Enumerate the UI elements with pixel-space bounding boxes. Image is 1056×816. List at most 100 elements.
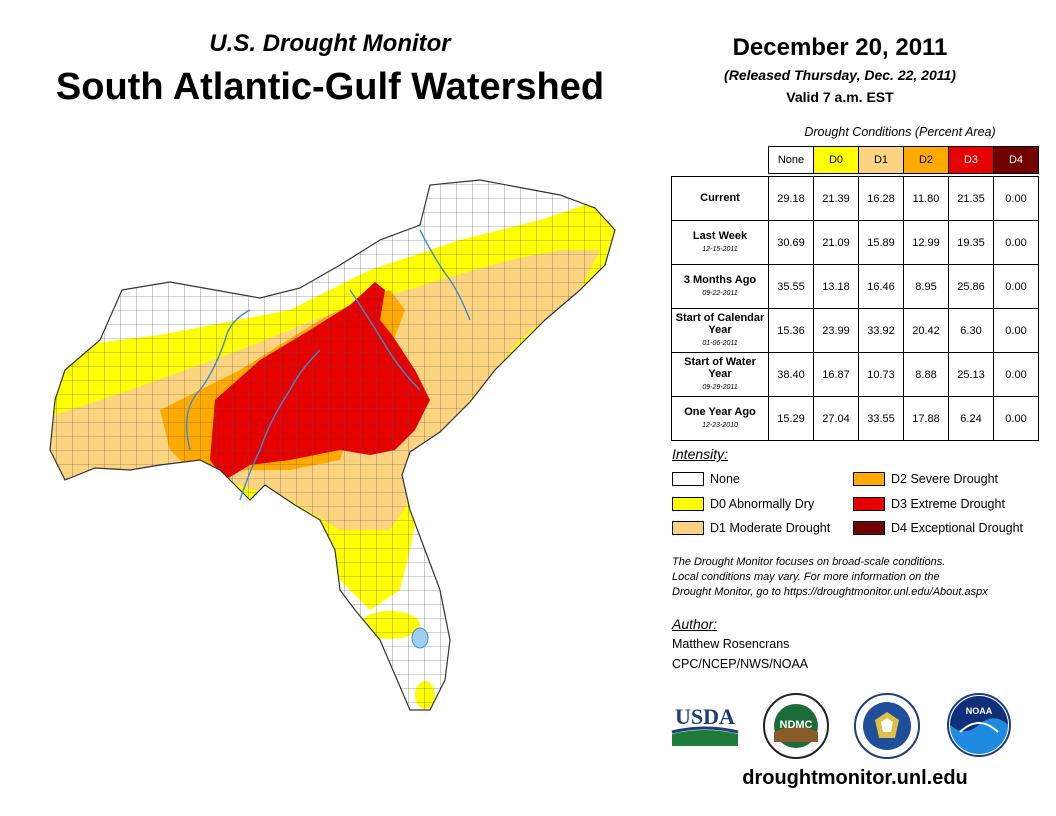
legend-label: D1 Moderate Drought — [710, 521, 831, 535]
table-corner — [672, 147, 769, 174]
table-cell: 0.00 — [993, 264, 1039, 309]
table-cell: 21.35 — [948, 176, 994, 221]
author-org: CPC/NCEP/NWS/NOAA — [672, 657, 809, 671]
release-date: (Released Thursday, Dec. 22, 2011) — [724, 67, 956, 83]
column-header: D3 — [948, 146, 994, 174]
table-row: Start of Calendar Year 01-06-2011 15.36 2… — [671, 308, 1039, 353]
disclaimer-line: Drought Monitor, go to https://droughtmo… — [672, 586, 988, 598]
river — [419, 229, 471, 321]
table-cell: 25.86 — [948, 264, 994, 309]
column-header: None — [768, 146, 814, 174]
table-cell: 21.39 — [813, 176, 859, 221]
column-header: D0 — [813, 146, 859, 174]
map-date: December 20, 2011 — [732, 34, 948, 61]
row-label: Start of Calendar Year 01-06-2011 — [671, 308, 769, 353]
row-label: One Year Ago 12-23-2010 — [671, 396, 769, 441]
table-cell: 29.18 — [768, 176, 814, 221]
website-link[interactable]: droughtmonitor.unl.edu — [742, 767, 968, 789]
table-caption: Drought Conditions (Percent Area) — [804, 125, 996, 139]
county-boundaries — [50, 180, 615, 710]
table-cell: 15.29 — [768, 396, 814, 441]
table-cell: 0.00 — [993, 220, 1039, 265]
table-cell: 33.55 — [858, 396, 904, 441]
table-cell: 16.46 — [858, 264, 904, 309]
table-cell: 0.00 — [993, 308, 1039, 353]
author-name: Matthew Rosencrans — [672, 637, 790, 651]
noaa-logo: NOAA — [947, 693, 1011, 757]
legend-swatch — [672, 497, 704, 511]
column-header: D1 — [858, 146, 904, 174]
legend-heading: Intensity: — [672, 446, 729, 462]
table-cell: 0.00 — [993, 352, 1039, 397]
svg-text:USDA: USDA — [675, 704, 735, 729]
river — [239, 349, 321, 501]
legend-item-d2: D2 Severe Drought — [853, 472, 998, 486]
svg-text:NOAA: NOAA — [966, 706, 993, 716]
legend-label: D3 Extreme Drought — [891, 497, 1005, 511]
legend-label: D2 Severe Drought — [891, 472, 999, 486]
table-cell: 16.87 — [813, 352, 859, 397]
legend-item-d3: D3 Extreme Drought — [853, 497, 1005, 511]
legend-item-none: None — [672, 472, 740, 486]
ndmc-logo: NDMC — [763, 693, 829, 759]
map-title: South Atlantic-Gulf Watershed — [55, 66, 605, 108]
table-cell: 0.00 — [993, 176, 1039, 221]
table-cell: 19.35 — [948, 220, 994, 265]
table-cell: 0.00 — [993, 396, 1039, 441]
table-cell: 20.42 — [903, 308, 949, 353]
lake-okeechobee — [411, 627, 429, 649]
legend-swatch — [672, 521, 704, 535]
table-cell: 13.18 — [813, 264, 859, 309]
row-label: 3 Months Ago 09-22-2011 — [671, 264, 769, 309]
legend-label: None — [710, 472, 740, 486]
legend-item-d1: D1 Moderate Drought — [672, 521, 830, 535]
table-cell: 21.09 — [813, 220, 859, 265]
table-cell: 8.95 — [903, 264, 949, 309]
river — [185, 309, 251, 451]
drought-map — [49, 179, 616, 711]
legend-label: D0 Abnormally Dry — [710, 497, 815, 511]
table-row: 3 Months Ago 09-22-2011 35.55 13.18 16.46… — [671, 264, 1039, 309]
valid-time: Valid 7 a.m. EST — [786, 89, 894, 105]
table-cell: 6.30 — [948, 308, 994, 353]
table-cell: 25.13 — [948, 352, 994, 397]
table-cell: 15.89 — [858, 220, 904, 265]
table-cell: 11.80 — [903, 176, 949, 221]
row-label: Current — [671, 176, 769, 221]
table-cell: 33.92 — [858, 308, 904, 353]
usda-logo: USDA — [671, 704, 739, 746]
table-row: Start of Water Year 09-29-2011 38.40 16.8… — [671, 352, 1039, 397]
legend-swatch — [853, 521, 885, 535]
table-cell: 35.55 — [768, 264, 814, 309]
legend-label: D4 Exceptional Drought — [891, 521, 1024, 535]
legend-item-d0: D0 Abnormally Dry — [672, 497, 814, 511]
table-cell: 17.88 — [903, 396, 949, 441]
legend-swatch — [853, 497, 885, 511]
table-cell: 12.99 — [903, 220, 949, 265]
disclaimer: The Drought Monitor focuses on broad-sca… — [672, 555, 1047, 600]
table-row: Last Week 12-15-2011 30.69 21.09 15.89 12… — [671, 220, 1039, 265]
disclaimer-line: The Drought Monitor focuses on broad-sca… — [672, 556, 946, 568]
column-header: D2 — [903, 146, 949, 174]
commerce-seal — [854, 693, 920, 759]
legend-swatch — [672, 472, 704, 486]
drought-conditions-table: None D0 D1 D2 D3 D4 Current 29.18 21.39 … — [671, 146, 1039, 441]
row-label: Start of Water Year 09-29-2011 — [671, 352, 769, 397]
table-row: One Year Ago 12-23-2010 15.29 27.04 33.55… — [671, 396, 1039, 441]
table-cell: 38.40 — [768, 352, 814, 397]
disclaimer-line: Local conditions may vary. For more info… — [672, 571, 940, 583]
table-cell: 23.99 — [813, 308, 859, 353]
legend-swatch — [853, 472, 885, 486]
map-subtitle: U.S. Drought Monitor — [209, 30, 451, 57]
table-cell: 30.69 — [768, 220, 814, 265]
author-heading: Author: — [672, 616, 718, 632]
svg-text:NDMC: NDMC — [780, 719, 813, 731]
legend-item-d4: D4 Exceptional Drought — [853, 521, 1023, 535]
column-header: D4 — [993, 146, 1039, 174]
table-cell: 10.73 — [858, 352, 904, 397]
table-cell: 16.28 — [858, 176, 904, 221]
table-cell: 15.36 — [768, 308, 814, 353]
table-row: Current 29.18 21.39 16.28 11.80 21.35 0.… — [671, 176, 1039, 221]
row-label: Last Week 12-15-2011 — [671, 220, 769, 265]
river — [349, 289, 421, 391]
